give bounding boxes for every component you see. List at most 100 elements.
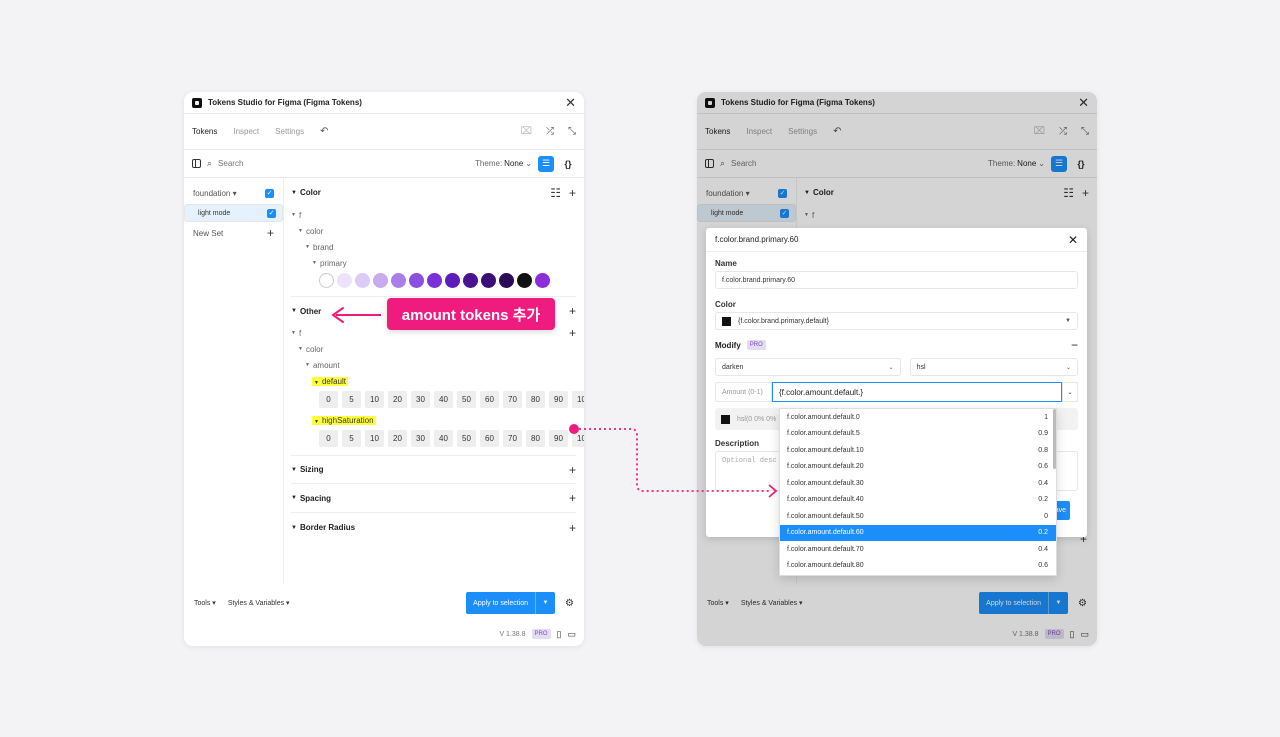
styles-variables-menu[interactable]: Styles & Variables ▾ xyxy=(740,600,803,607)
color-swatch[interactable] xyxy=(427,273,442,288)
add-token-icon[interactable]: + xyxy=(568,304,576,318)
color-swatch[interactable] xyxy=(355,273,370,288)
search-input[interactable] xyxy=(731,159,892,168)
apply-dropdown-button[interactable]: ▼ xyxy=(535,592,556,614)
color-field[interactable]: {f.color.brand.primary.default} ▼ xyxy=(715,312,1078,330)
color-swatch[interactable] xyxy=(517,273,532,288)
token-chip[interactable]: 90 xyxy=(549,391,568,408)
dropdown-option[interactable]: f.color.amount.default.50 0 xyxy=(780,508,1056,525)
json-view-button[interactable]: {} xyxy=(1077,158,1085,169)
undo-icon[interactable]: ↶ xyxy=(320,126,329,137)
tree-node-brand[interactable]: ▼ brand xyxy=(305,242,334,252)
color-swatch[interactable] xyxy=(481,273,496,288)
group-spacing[interactable]: ▼ Spacing + xyxy=(291,484,576,513)
checkbox-icon[interactable]: ✓ xyxy=(778,188,787,198)
shuffle-icon[interactable]: ⤮ xyxy=(546,126,554,137)
add-token-icon[interactable]: + xyxy=(1081,185,1089,200)
list-view-button[interactable]: ☰ xyxy=(1051,155,1067,172)
tab-settings[interactable]: Settings xyxy=(275,127,305,136)
dropdown-option[interactable]: f.color.amount.default.30 0.4 xyxy=(780,475,1056,492)
tree-node-amount[interactable]: ▼ amount xyxy=(305,360,340,370)
apply-to-selection-button[interactable]: Apply to selection xyxy=(466,592,536,614)
color-swatch[interactable] xyxy=(535,273,550,288)
json-view-button[interactable]: {} xyxy=(564,158,572,169)
dropdown-option[interactable]: f.color.amount.default.10 0.8 xyxy=(780,442,1056,459)
plus-icon[interactable]: + xyxy=(568,326,576,340)
sidebar-toggle-icon[interactable] xyxy=(192,159,201,168)
checkbox-icon[interactable]: ✓ xyxy=(265,188,274,198)
group-border-radius[interactable]: ▼ Border Radius + xyxy=(291,520,576,535)
tree-node-primary[interactable]: ▼ primary xyxy=(312,258,347,268)
color-swatch[interactable] xyxy=(373,273,388,288)
chat-icon[interactable]: ▭ xyxy=(1080,628,1089,639)
chat-icon[interactable]: ▭ xyxy=(567,628,576,639)
dropdown-option[interactable]: f.color.amount.default.70 0.4 xyxy=(780,541,1056,558)
token-chip[interactable]: 50 xyxy=(457,430,476,447)
apply-to-selection-button[interactable]: Apply to selection xyxy=(979,592,1049,614)
token-chip[interactable]: 60 xyxy=(480,391,499,408)
minus-icon[interactable]: − xyxy=(1070,338,1078,352)
list-icon[interactable]: ☷ xyxy=(1063,185,1074,200)
color-space-select[interactable]: hsl ⌄ xyxy=(909,358,1078,376)
checkbox-icon[interactable]: ✓ xyxy=(780,208,789,218)
token-chip[interactable]: 50 xyxy=(457,391,476,408)
token-chip[interactable]: 10 xyxy=(365,430,384,447)
token-chip[interactable]: 70 xyxy=(503,391,522,408)
tab-tokens[interactable]: Tokens xyxy=(192,127,218,136)
book-icon[interactable]: ▯ xyxy=(1069,628,1075,639)
shuffle-icon[interactable]: ⤮ xyxy=(1059,126,1067,137)
dropdown-option[interactable]: f.color.amount.default.80 0.6 xyxy=(780,558,1056,575)
chevron-down-icon[interactable]: ⌄ xyxy=(1062,382,1078,402)
tree-node-color[interactable]: ▼ color xyxy=(298,226,324,236)
close-icon[interactable]: ✕ xyxy=(1078,94,1089,110)
dropdown-option[interactable]: f.color.amount.default.60 0.2 xyxy=(780,524,1056,541)
dropdown-option[interactable]: f.color.amount.default.20 0.6 xyxy=(780,459,1056,476)
token-chip[interactable]: 20 xyxy=(388,430,407,447)
chevron-down-icon[interactable]: ▼ xyxy=(1065,318,1071,324)
set-foundation[interactable]: foundation ▾ ✓ xyxy=(184,182,283,204)
undo-icon[interactable]: ↶ xyxy=(833,126,842,137)
tree-node-default[interactable]: ▼ default xyxy=(312,376,348,386)
token-chip[interactable]: 0 xyxy=(319,391,338,408)
token-chip[interactable]: 30 xyxy=(411,430,430,447)
apply-dropdown-button[interactable]: ▼ xyxy=(1048,592,1069,614)
group-other[interactable]: ▼ Other + xyxy=(291,296,576,325)
token-chip[interactable]: 80 xyxy=(526,391,545,408)
group-color[interactable]: ▼ Color ☷ + xyxy=(291,178,576,207)
sync-icon[interactable]: ⌧ xyxy=(520,126,532,137)
token-chip[interactable]: 70 xyxy=(503,430,522,447)
tree-node-high-saturation[interactable]: ▼ highSaturation xyxy=(312,415,376,425)
add-token-icon[interactable]: + xyxy=(568,491,576,505)
token-chip[interactable]: 20 xyxy=(388,391,407,408)
set-light-mode[interactable]: light mode ✓ xyxy=(697,204,796,222)
color-swatch[interactable] xyxy=(445,273,460,288)
theme-select[interactable]: Theme: None ⌄ xyxy=(988,159,1045,168)
dropdown-option[interactable]: f.color.amount.default.5 0.9 xyxy=(780,426,1056,443)
tree-node-f[interactable]: ▼ f xyxy=(291,210,302,220)
tab-inspect[interactable]: Inspect xyxy=(746,127,773,136)
scrollbar[interactable] xyxy=(1053,409,1056,469)
tree-node-f[interactable]: ▼ f + xyxy=(291,326,576,340)
tab-settings[interactable]: Settings xyxy=(788,127,818,136)
collapse-icon[interactable]: ⤡ xyxy=(1081,126,1089,137)
token-chip[interactable]: 100 xyxy=(572,430,584,447)
search-input[interactable] xyxy=(218,159,379,168)
gear-icon[interactable]: ⚙ xyxy=(1078,597,1087,609)
token-chip[interactable]: 100 xyxy=(572,391,584,408)
tree-node-color[interactable]: ▼ color xyxy=(298,344,324,354)
add-token-icon[interactable]: + xyxy=(568,462,576,477)
sidebar-toggle-icon[interactable] xyxy=(705,159,714,168)
color-swatch[interactable] xyxy=(409,273,424,288)
color-swatch[interactable] xyxy=(463,273,478,288)
tree-node-f[interactable]: ▼ f xyxy=(804,210,815,220)
close-icon[interactable]: ✕ xyxy=(1067,232,1078,247)
checkbox-icon[interactable]: ✓ xyxy=(267,208,276,218)
gear-icon[interactable]: ⚙ xyxy=(565,597,574,609)
set-foundation[interactable]: foundation ▾ ✓ xyxy=(697,182,796,204)
tools-menu[interactable]: Tools ▾ xyxy=(194,600,216,607)
dropdown-option[interactable]: f.color.amount.default.40 0.2 xyxy=(780,492,1056,509)
close-icon[interactable]: ✕ xyxy=(565,94,576,110)
group-color[interactable]: ▼ Color ☷ + xyxy=(804,185,1089,200)
sync-icon[interactable]: ⌧ xyxy=(1033,126,1045,137)
token-chip[interactable]: 60 xyxy=(480,430,499,447)
